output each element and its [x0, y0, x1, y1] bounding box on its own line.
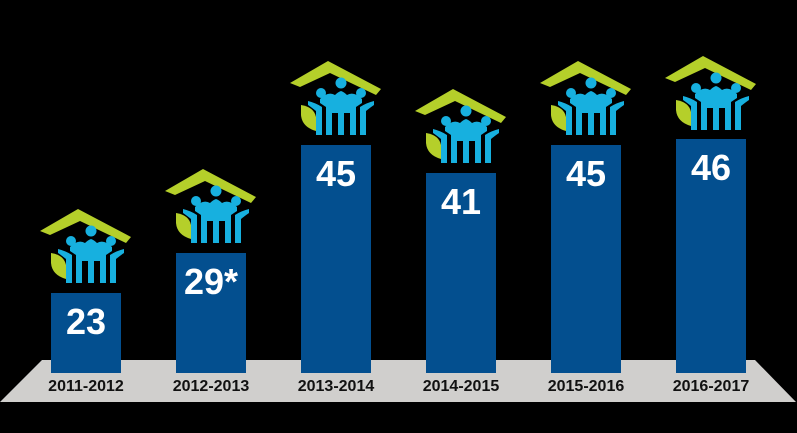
bar-value: 29*: [183, 261, 239, 302]
bar-value: 23: [65, 301, 107, 342]
x-axis-label: 2016-2017: [672, 378, 750, 395]
house-family-logo-icon: [288, 57, 388, 137]
bar-value: 46: [690, 147, 732, 188]
house-family-logo-icon: [538, 57, 638, 137]
bar-2011-2012: 23: [51, 293, 121, 373]
bar-2014-2015: 41: [426, 173, 496, 373]
x-axis-label: 2015-2016: [547, 378, 625, 395]
x-axis-label: 2012-2013: [172, 378, 250, 395]
house-family-logo-icon: [163, 165, 263, 245]
bar-value: 45: [565, 153, 607, 194]
house-family-logo-icon: [38, 205, 138, 285]
bar-2013-2014: 45: [301, 145, 371, 373]
x-axis-label: 2011-2012: [48, 378, 124, 395]
bar-2012-2013: 29*: [176, 253, 246, 373]
bar-value: 41: [440, 181, 482, 222]
bar-2015-2016: 45: [551, 145, 621, 373]
bar-value: 45: [315, 153, 357, 194]
x-axis-label: 2013-2014: [297, 378, 375, 395]
house-family-logo-icon: [663, 52, 763, 132]
x-axis-label: 2014-2015: [422, 378, 500, 395]
house-family-logo-icon: [413, 85, 513, 165]
bar-2016-2017: 46: [676, 139, 746, 373]
